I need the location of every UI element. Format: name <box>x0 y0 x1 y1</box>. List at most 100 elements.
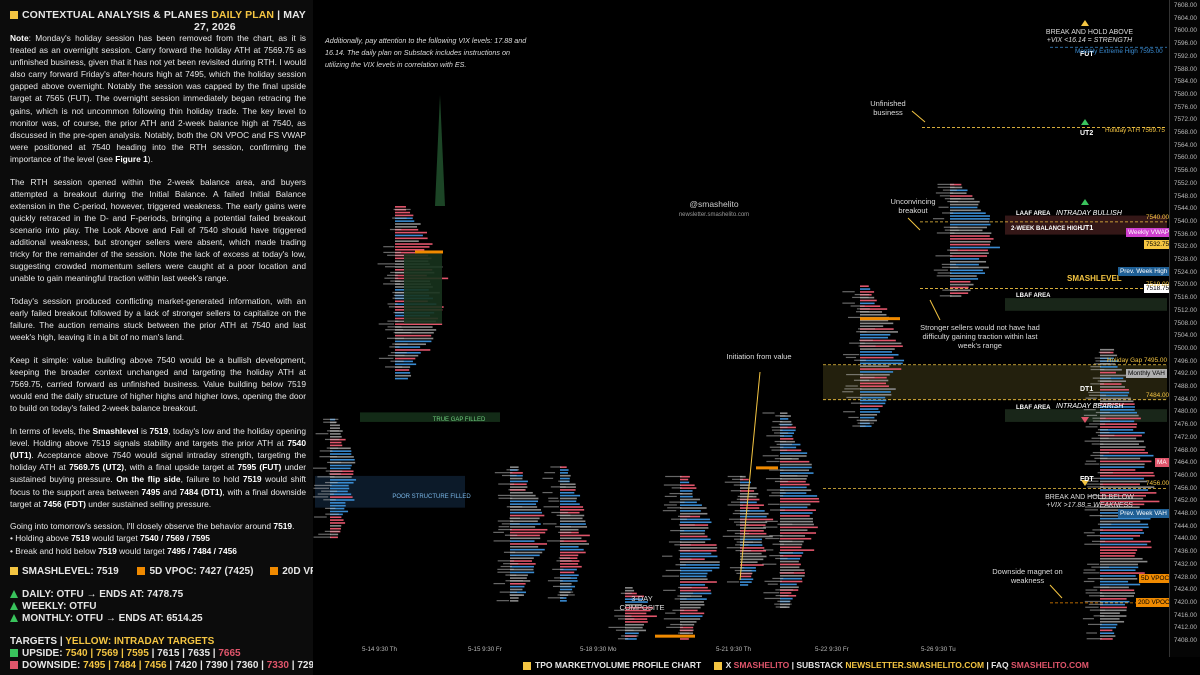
tag-5d-vpoc: 5D VPOC <box>1139 574 1172 583</box>
volume-profile-letters <box>1097 429 1109 431</box>
true-gap-label: TRUE GAP FILLED <box>432 417 486 423</box>
tpo-5-26-letters <box>937 183 955 185</box>
axis-tick-label: 7412.00 <box>1173 624 1197 632</box>
axis-tick-label: 7528.00 <box>1173 256 1197 263</box>
tpo-5-26 <box>950 195 973 197</box>
tpo-5-18-letters <box>620 592 632 594</box>
tpo-5-15b <box>560 472 568 474</box>
poc-bar-5-22 <box>860 317 900 321</box>
tpo-5-18-letters <box>615 629 634 631</box>
tpo-composite <box>680 598 707 600</box>
tpo-5-21-letters <box>735 549 752 552</box>
volume-profile <box>1100 638 1113 640</box>
volume-profile <box>1100 403 1135 405</box>
tpo-5-15b-letters <box>551 511 568 514</box>
tpo-5-22-letters <box>849 342 865 344</box>
axis-tick-label: 7524.00 <box>1173 268 1197 276</box>
volume-profile-letters <box>1092 451 1110 454</box>
faq-link[interactable]: SMASHELITO.COM <box>1011 660 1089 670</box>
tpo-5-22 <box>860 305 881 308</box>
tpo-chart[interactable] <box>313 0 1169 657</box>
tpo-5-15-letters <box>497 560 515 562</box>
tpo-5-21 <box>740 575 752 578</box>
date-label: 5-15 9:30 Fr <box>468 646 502 653</box>
volume-profile <box>1100 394 1128 397</box>
tpo-5-18 <box>625 606 653 609</box>
tpo-5-15 <box>510 543 547 545</box>
tpo-5-22 <box>860 299 877 302</box>
tpo-5-21b-letters <box>774 440 787 443</box>
chart-canvas <box>313 20 1167 640</box>
true-gap-zone <box>360 412 500 422</box>
tpo-5-14 <box>395 323 443 325</box>
tpo-5-21b <box>780 449 802 452</box>
tpo-5-12 <box>330 533 339 536</box>
plan-date: ES DAILY PLAN | MAY 27, 2026 <box>194 9 306 33</box>
tpo-5-14 <box>395 369 410 371</box>
tpo-5-22 <box>860 416 875 419</box>
volume-profile-letters <box>1082 480 1099 482</box>
tpo-composite-letters <box>669 501 685 503</box>
tpo-composite <box>680 586 708 589</box>
tpo-5-21b-letters <box>765 478 782 480</box>
tpo-5-12 <box>330 510 349 513</box>
tpo-5-22 <box>860 371 894 373</box>
volume-profile <box>1100 472 1154 474</box>
tpo-5-22-letters <box>854 293 870 296</box>
tpo-5-15b <box>560 548 584 551</box>
tpo-composite <box>680 592 712 595</box>
tpo-5-15 <box>510 600 519 602</box>
volume-profile <box>1100 348 1115 351</box>
tpo-5-12-letters <box>313 496 329 498</box>
tpo-5-12-letters <box>323 421 338 423</box>
volume-profile-letters <box>1084 440 1100 442</box>
tpo-5-21 <box>740 512 769 515</box>
trend-daily: DAILY: OTFU → ENDS AT: 7478.75 <box>10 589 183 600</box>
tpo-5-14-letters <box>384 277 399 279</box>
tpo-5-21-letters <box>726 547 742 549</box>
tpo-5-22 <box>860 325 884 328</box>
tpo-5-15b <box>560 571 575 574</box>
tpo-5-22 <box>860 362 903 365</box>
tpo-5-15b <box>560 469 569 471</box>
substack-link[interactable]: NEWSLETTER.SMASHELITO.COM <box>845 660 985 670</box>
axis-tick-label: 7516.00 <box>1173 294 1197 302</box>
tpo-5-22-letters <box>848 416 859 419</box>
volume-profile <box>1100 603 1125 606</box>
tpo-5-14 <box>395 366 411 368</box>
tpo-5-21-letters <box>736 541 754 543</box>
volume-profile-letters <box>1084 509 1098 511</box>
volume-profile-letters <box>1094 357 1110 359</box>
tpo-5-21b-letters <box>762 412 775 414</box>
tpo-5-21b <box>780 500 820 503</box>
volume-profile <box>1100 486 1155 488</box>
volume-profile-letters <box>1087 563 1100 565</box>
tpo-5-12 <box>330 479 357 481</box>
tpo-5-21b <box>780 469 810 472</box>
tpo-5-15 <box>510 477 523 480</box>
tpo-5-21-letters <box>736 498 747 500</box>
volume-profile-letters <box>1097 497 1113 500</box>
tpo-5-15b-letters <box>554 577 571 579</box>
volume-profile <box>1100 609 1127 612</box>
axis-tick-label: 7592.00 <box>1173 52 1197 60</box>
x-link[interactable]: SMASHELITO <box>733 660 790 670</box>
tpo-5-21b <box>780 586 799 589</box>
tpo-5-26 <box>950 280 971 283</box>
tpo-5-18-letters <box>618 618 635 620</box>
tag-7456: 7456.00 <box>1146 480 1170 487</box>
tpo-5-22 <box>860 336 888 339</box>
tpo-composite <box>680 529 706 532</box>
tpo-5-18 <box>625 598 644 600</box>
tpo-5-12 <box>330 490 348 493</box>
tpo-5-15 <box>510 591 526 594</box>
tpo-5-26 <box>950 229 983 232</box>
tpo-5-22 <box>860 368 902 370</box>
tpo-5-21 <box>740 490 755 492</box>
price-axis[interactable]: 7408.00 7412.00 7416.00 7420.00 7424.00 7428.… <box>1169 0 1200 657</box>
volume-profile <box>1100 557 1143 560</box>
tpo-5-12 <box>330 473 354 475</box>
axis-tick-label: 7560.00 <box>1173 154 1197 162</box>
ut1-label: UT1 <box>1080 225 1094 232</box>
volume-profile <box>1100 368 1122 371</box>
